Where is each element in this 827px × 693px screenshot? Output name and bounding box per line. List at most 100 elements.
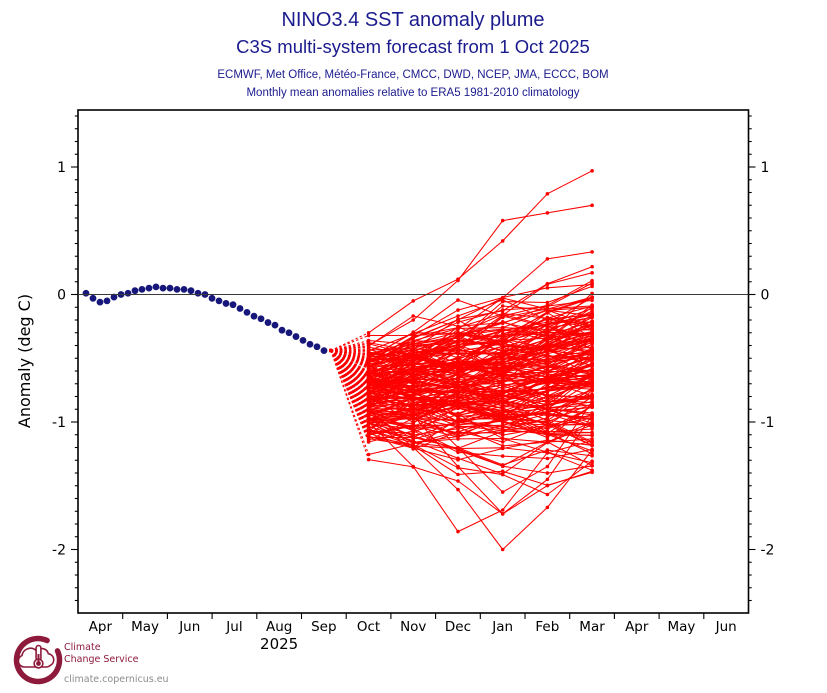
x-month-label: Jun (715, 619, 737, 635)
observed-point (103, 297, 111, 305)
observed-point (82, 289, 90, 297)
forecast-member-line (368, 363, 593, 420)
observed-point (243, 308, 251, 316)
forecast-member-fan-segment (330, 350, 369, 380)
forecast-member-line (368, 354, 593, 398)
x-month-label: May (131, 619, 159, 635)
forecast-member-line (368, 364, 593, 493)
x-month-label: Sep (311, 619, 336, 635)
y-axis-label: Anomaly (deg C) (15, 294, 34, 428)
observed-point (264, 319, 272, 326)
systems-list: ECMWF, Met Office, Météo-France, CMCC, D… (217, 69, 608, 81)
x-month-label: Mar (579, 619, 605, 635)
observed-point (208, 294, 216, 302)
forecast-member-line (368, 347, 593, 395)
forecast-member-line (368, 424, 593, 456)
x-month-label: Jul (225, 619, 242, 635)
plot-frame (77, 109, 750, 614)
observed-point (180, 286, 188, 293)
observed-point (173, 286, 181, 293)
forecast-member-line (368, 297, 593, 397)
observed-point (285, 329, 293, 337)
forecast-member-fan-segment (330, 350, 369, 376)
forecast-member-fan-segment (330, 344, 369, 352)
observed-point (278, 326, 286, 334)
x-month-label: May (667, 619, 695, 635)
forecast-member-line (368, 266, 593, 367)
observed-point (187, 287, 195, 295)
x-month-label: Jan (491, 619, 513, 635)
y-tick-label-left: -1 (52, 415, 66, 431)
y-tick-label-right: 0 (761, 288, 770, 304)
logo-text-line1: Climate (64, 642, 101, 653)
forecast-member-line (368, 438, 593, 486)
observed-point (215, 297, 223, 305)
observed-point (89, 294, 97, 302)
observed-point (236, 305, 244, 312)
forecast-member-fan-segment (330, 350, 370, 420)
y-tick-label-left: -2 (52, 543, 66, 559)
observed-point (292, 333, 300, 340)
forecast-member-line (368, 384, 593, 412)
logo-url: climate.copernicus.eu (64, 674, 169, 685)
x-month-label: Apr (89, 619, 113, 635)
forecast-member-fan-segment (330, 350, 369, 382)
x-axis-year-label: 2025 (260, 635, 298, 653)
observed-point (313, 343, 321, 351)
x-month-label: Oct (357, 619, 380, 635)
observed-point (229, 301, 237, 309)
climatology-note: Monthly mean anomalies relative to ERA5 … (246, 87, 579, 99)
y-tick-label-right: 1 (761, 160, 770, 176)
c3s-logo: Climate Change Service climate.copernicu… (13, 635, 169, 685)
forecast-member-fan-segment (330, 350, 369, 395)
forecast-member-fan-segment (330, 350, 369, 355)
forecast-member-line (368, 333, 593, 358)
forecast-member-line (368, 421, 593, 533)
observed-point (159, 284, 167, 292)
forecast-member-line (368, 352, 593, 371)
forecast-member-line (368, 408, 593, 551)
observed-point (124, 289, 132, 297)
x-month-label: Feb (535, 619, 559, 635)
observed-point (131, 287, 139, 295)
forecast-member-line (368, 329, 593, 358)
observed-point (271, 321, 279, 329)
forecast-member-line (368, 417, 593, 467)
forecast-member-line (368, 396, 593, 438)
forecast-member-fan-segment (330, 350, 369, 387)
forecast-member-line (368, 324, 593, 369)
forecast-member-fan-segment (330, 350, 369, 375)
forecast-member-line (368, 380, 593, 401)
forecast-member-fan-segment (330, 350, 369, 366)
observed-point (257, 315, 265, 323)
forecast-member-line (368, 204, 593, 346)
c3s-logo-crescent-icon (13, 635, 63, 685)
forecast-member-line (368, 348, 593, 375)
y-tick-label-right: -1 (761, 415, 775, 431)
chart-title: NINO3.4 SST anomaly plume (281, 9, 544, 31)
forecast-member-fan-segment (330, 348, 369, 352)
forecast-member-line (368, 312, 593, 355)
forecast-member-fan-segment (330, 350, 369, 374)
forecast-member-line (368, 435, 593, 496)
forecast-member-line (368, 392, 593, 430)
observed-point (138, 286, 146, 293)
forecast-member-line (368, 319, 593, 362)
forecast-member-line (368, 408, 593, 434)
forecast-member-fan-segment (330, 350, 370, 455)
forecast-member-line (368, 381, 593, 424)
forecast-member-line (368, 354, 593, 416)
y-tick-label-right: -2 (761, 543, 775, 559)
observed-point (152, 283, 160, 291)
observed-point (145, 284, 153, 292)
forecast-member-line (368, 423, 593, 474)
c3s-logo-thermometer-bulb-fill-icon (36, 661, 41, 666)
x-month-label: Jun (178, 619, 200, 635)
forecast-member-line (368, 420, 593, 435)
x-month-label: Nov (400, 619, 426, 635)
observed-point (222, 300, 230, 307)
axes: 1 1 0 0 -1 -1 -2 -2 Apr May Jun Jul Aug Sep Oct Nov Dec J… (52, 109, 775, 635)
observed-point (166, 284, 174, 292)
